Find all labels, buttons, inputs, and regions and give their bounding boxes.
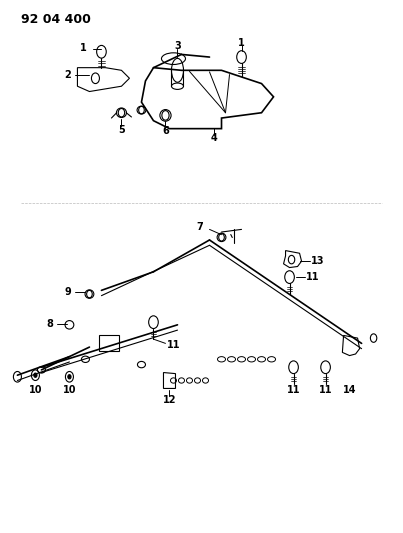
Text: 10: 10	[29, 384, 42, 394]
Text: 2: 2	[64, 70, 71, 79]
Polygon shape	[100, 335, 119, 351]
Circle shape	[34, 373, 37, 377]
Text: 11: 11	[167, 340, 180, 350]
Text: 4: 4	[210, 133, 217, 143]
Text: 5: 5	[118, 125, 125, 135]
Circle shape	[68, 375, 71, 379]
Text: 11: 11	[306, 272, 320, 282]
Text: 3: 3	[174, 41, 181, 51]
Circle shape	[13, 372, 21, 382]
Text: 14: 14	[343, 384, 356, 394]
Circle shape	[370, 334, 377, 342]
Text: 6: 6	[162, 126, 169, 136]
Text: 92 04 400: 92 04 400	[21, 13, 91, 27]
Text: 9: 9	[64, 287, 71, 297]
Text: 1: 1	[238, 38, 245, 48]
Text: 1: 1	[80, 43, 87, 53]
Text: 8: 8	[46, 319, 53, 329]
Text: 11: 11	[287, 384, 300, 394]
Text: 11: 11	[319, 384, 332, 394]
Text: 12: 12	[163, 395, 176, 405]
Text: 10: 10	[63, 384, 76, 394]
Text: 13: 13	[311, 256, 324, 266]
Text: 7: 7	[196, 222, 203, 232]
